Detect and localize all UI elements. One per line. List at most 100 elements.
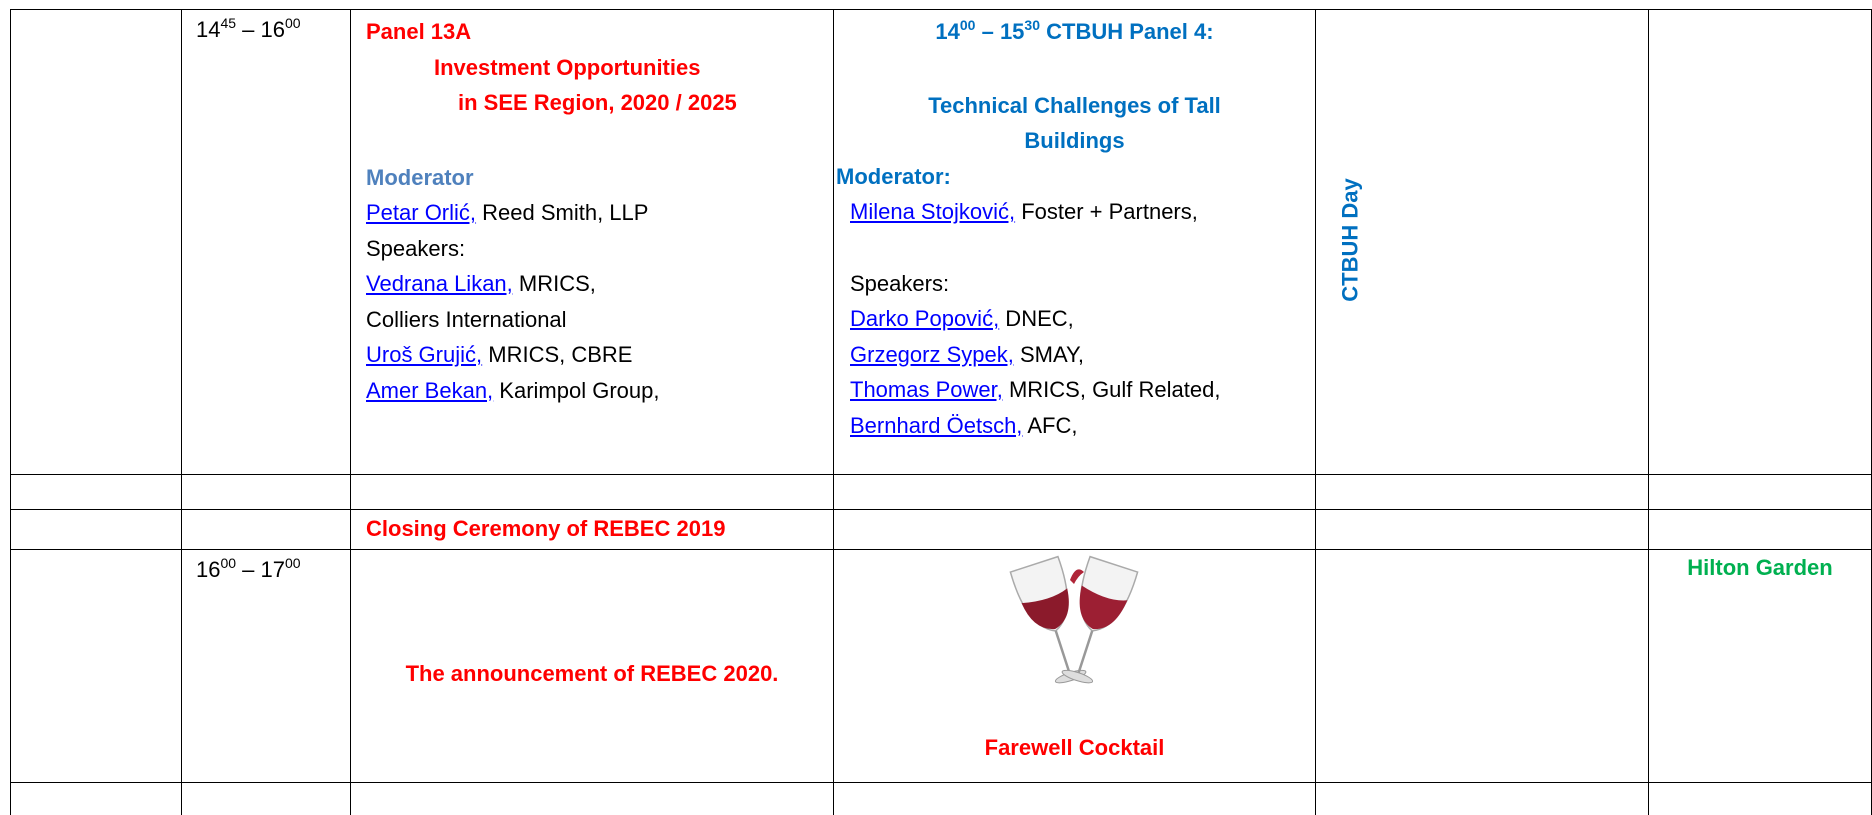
affiliation: Reed Smith, LLP (476, 200, 649, 225)
time: 1445 – 1600 (196, 12, 301, 48)
hour: 16 (196, 557, 221, 582)
person-line: Petar Orlić, Reed Smith, LLP (366, 195, 833, 231)
cell (181, 509, 351, 550)
panel-heading: 1400 – 1530 CTBUH Panel 4: (834, 14, 1315, 50)
cell (1315, 474, 1649, 510)
panel-title: Technical Challenges of Tall (928, 92, 1221, 118)
cell (10, 509, 182, 550)
hour: 15 (999, 19, 1025, 44)
minute: 00 (220, 555, 237, 571)
hour: 14 (935, 19, 960, 44)
person-line: Uroš Grujić, MRICS, CBRE (366, 337, 833, 373)
time: 1600 – 1700 (196, 552, 301, 588)
minute: 00 (285, 15, 301, 31)
empty-row (10, 474, 1872, 510)
cell (181, 474, 351, 510)
hour: 16 (260, 17, 286, 42)
person-line: Amer Bekan, Karimpol Group, (366, 373, 833, 409)
cell (1648, 9, 1872, 475)
splash (1070, 569, 1084, 584)
hour: 17 (260, 557, 286, 582)
closing-row: Closing Ceremony of REBEC 2019 (10, 509, 1872, 550)
glass (1009, 555, 1087, 684)
minute: 00 (285, 555, 301, 571)
glass (1061, 555, 1139, 684)
affiliation: Karimpol Group, (493, 377, 660, 403)
panel-cell: 1400 – 1530 CTBUH Panel 4: Technical Chal… (833, 9, 1316, 475)
dash: – (236, 17, 261, 42)
cell (1648, 474, 1872, 510)
affiliation: Foster + Partners, (1015, 199, 1198, 224)
affiliation: Colliers International (366, 306, 567, 332)
minute: 00 (959, 17, 976, 33)
time-cell: 1445 – 1600 (181, 9, 351, 475)
person-link[interactable]: Grzegorz Sypek, (850, 341, 1014, 367)
affiliation: MRICS, (512, 271, 596, 296)
cell (1315, 509, 1649, 550)
person-link[interactable]: Darko Popović, (850, 306, 1000, 331)
cell (350, 474, 834, 510)
dash: – (236, 557, 261, 582)
hour: 14 (196, 17, 221, 42)
speakers-label: Speakers: (850, 270, 950, 296)
cell: Hilton Garden (1648, 549, 1872, 783)
person-link[interactable]: Thomas Power, (850, 377, 1003, 402)
session-row: 1445 – 1600 Panel 13A Investment Opportun… (10, 9, 1872, 475)
venue: Hilton Garden (1687, 555, 1833, 580)
vertical-label: CTBUH Day (1337, 178, 1363, 302)
announcement: The announcement of REBEC 2020. (405, 661, 779, 686)
panel-title: Buildings (1024, 128, 1125, 153)
panel-title: Panel 13A (366, 19, 472, 44)
moderator-label: Moderator (366, 164, 474, 190)
cell (833, 474, 1316, 510)
person-link[interactable]: Amer Bekan, (366, 377, 494, 403)
cell: The announcement of REBEC 2020. (350, 549, 834, 783)
wine-glasses-image (1009, 555, 1139, 684)
cell (1315, 782, 1649, 815)
cell (350, 782, 834, 815)
person-link[interactable]: Uroš Grujić, (366, 342, 483, 367)
person-line: Vedrana Likan, MRICS, (366, 266, 833, 302)
affiliation: MRICS, Gulf Related, (1002, 377, 1221, 402)
affiliation: DNEC, (999, 306, 1074, 331)
minute: 30 (1024, 17, 1040, 33)
cell (833, 509, 1316, 550)
cell: Farewell Cocktail (833, 549, 1316, 783)
dash: – (975, 19, 1000, 44)
cell (10, 474, 182, 510)
cell (833, 782, 1316, 815)
cell (181, 782, 351, 815)
person-link[interactable]: Bernhard Öetsch, (850, 412, 1023, 438)
person-line: Milena Stojković, Foster + Partners, (834, 194, 1315, 230)
time-cell: 1600 – 1700 (181, 549, 351, 783)
panel-cell: Panel 13A Investment Opportunities in SEE … (350, 9, 834, 475)
person-line: Thomas Power, MRICS, Gulf Related, (834, 372, 1315, 408)
panel-label: CTBUH Panel 4: (1040, 19, 1214, 44)
cell (10, 782, 182, 815)
cell (1648, 782, 1872, 815)
cell (1648, 509, 1872, 550)
speakers-label: Speakers: (366, 235, 466, 261)
person-link[interactable]: Vedrana Likan, (366, 271, 513, 296)
affiliation: AFC, (1022, 412, 1078, 438)
person-line: Grzegorz Sypek, SMAY, (834, 337, 1315, 373)
panel-subtitle: in SEE Region, 2020 / 2025 (458, 90, 737, 115)
schedule-table: 1445 – 1600 Panel 13A Investment Opportun… (10, 9, 1872, 815)
person-link[interactable]: Milena Stojković, (850, 199, 1016, 224)
person-line: Colliers International (366, 302, 833, 338)
empty-row (10, 782, 1872, 815)
final-row: 1600 – 1700 The announcement of REBEC 20… (10, 549, 1872, 783)
minute: 45 (220, 15, 237, 31)
closing-title: Closing Ceremony of REBEC 2019 (366, 516, 726, 541)
cocktail: Farewell Cocktail (984, 735, 1165, 760)
person-link[interactable]: Petar Orlić, (366, 200, 477, 225)
affiliation: MRICS, CBRE (482, 342, 633, 367)
cell: Closing Ceremony of REBEC 2019 (350, 509, 834, 550)
cell: CTBUH Day (1315, 9, 1649, 475)
person-line: Darko Popović, DNEC, (834, 301, 1315, 337)
panel: Panel 13A Investment Opportunities in SEE … (351, 10, 833, 408)
cell (1315, 549, 1649, 783)
person-line: Bernhard Öetsch, AFC, (834, 408, 1315, 444)
panel-subtitle: Investment Opportunities (434, 54, 701, 80)
